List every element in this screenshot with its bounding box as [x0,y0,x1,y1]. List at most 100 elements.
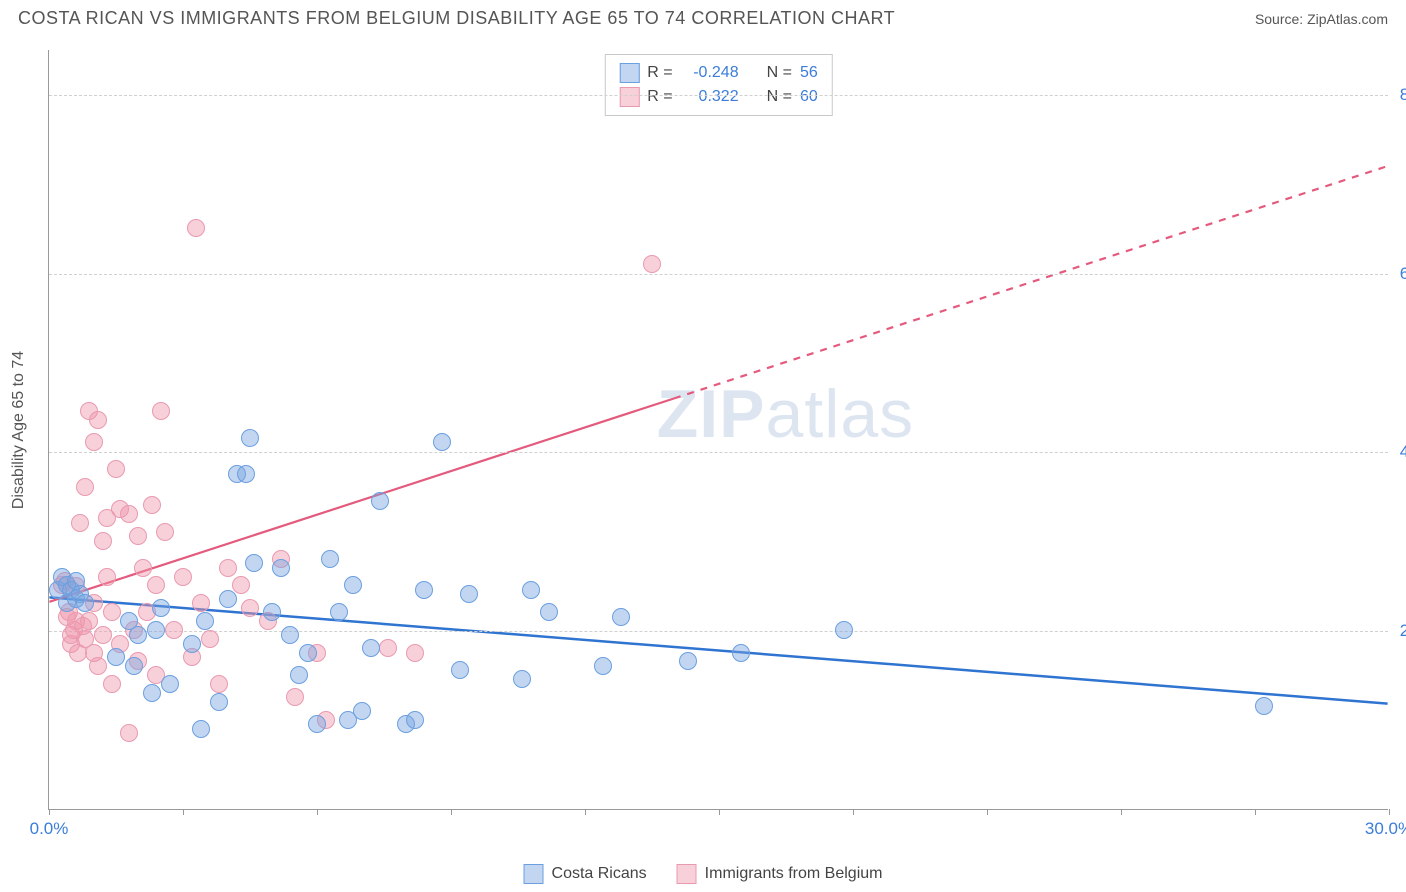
legend-row: R =-0.248N =56 [619,61,817,85]
legend-swatch [619,63,639,83]
x-tick [183,809,184,815]
data-point [143,496,161,514]
data-point [129,626,147,644]
data-point [103,675,121,693]
data-point [299,644,317,662]
data-point [210,693,228,711]
data-point [344,576,362,594]
legend-series-item: Costa Ricans [524,864,647,884]
data-point [272,559,290,577]
x-tick-label: 30.0% [1365,819,1406,839]
data-point [107,460,125,478]
data-point [147,621,165,639]
legend-correlation-box: R = -0.248 N = 56 R = 0.322 N = 60 [604,54,832,116]
gridline [49,631,1388,632]
data-point [241,429,259,447]
data-point [89,657,107,675]
data-point [371,492,389,510]
y-tick-label: 60.0% [1393,264,1406,284]
data-point [321,550,339,568]
legend-r-value: -0.248 [681,64,739,82]
data-point [134,559,152,577]
legend-row: R = 0.322 N = 60 [619,85,817,109]
data-point [679,652,697,670]
data-point [210,675,228,693]
data-point [237,465,255,483]
data-point [98,568,116,586]
data-point [129,527,147,545]
data-point [89,411,107,429]
chart-title: COSTA RICAN VS IMMIGRANTS FROM BELGIUM D… [18,8,895,29]
data-point [308,715,326,733]
data-point [522,581,540,599]
data-point [174,568,192,586]
data-point [152,599,170,617]
data-point [183,635,201,653]
data-point [192,594,210,612]
data-point [85,433,103,451]
data-point [120,724,138,742]
legend-r-value: 0.322 [681,88,739,106]
data-point [71,514,89,532]
watermark: ZIPatlas [657,375,914,453]
gridline [49,274,1388,275]
data-point [219,590,237,608]
data-point [263,603,281,621]
data-point [286,688,304,706]
x-tick [1121,809,1122,815]
legend-n-label: N = [767,64,792,82]
x-tick [49,809,50,815]
data-point [161,675,179,693]
legend-series: Costa Ricans Immigrants from Belgium [524,864,883,884]
data-point [192,720,210,738]
data-point [165,621,183,639]
data-point [143,684,161,702]
data-point [219,559,237,577]
data-point [1255,697,1273,715]
y-tick-label: 40.0% [1393,442,1406,462]
data-point [245,554,263,572]
data-point [152,402,170,420]
legend-r-label: R = [647,88,672,106]
x-tick [853,809,854,815]
legend-series-item: Immigrants from Belgium [677,864,883,884]
data-point [406,644,424,662]
data-point [76,478,94,496]
data-point [451,661,469,679]
data-point [107,648,125,666]
x-tick [585,809,586,815]
gridline [49,452,1388,453]
data-point [232,576,250,594]
legend-swatch [677,864,697,884]
data-point [125,657,143,675]
x-tick [317,809,318,815]
data-point [147,576,165,594]
data-point [241,599,259,617]
legend-series-label: Immigrants from Belgium [705,865,883,883]
data-point [540,603,558,621]
data-point [594,657,612,675]
data-point [120,505,138,523]
x-tick-label: 0.0% [30,819,69,839]
data-point [290,666,308,684]
chart-header: COSTA RICAN VS IMMIGRANTS FROM BELGIUM D… [0,0,1406,35]
legend-n-value: 56 [800,64,818,82]
data-point [379,639,397,657]
data-point [415,581,433,599]
data-point [835,621,853,639]
data-point [362,639,380,657]
data-point [196,612,214,630]
y-tick-label: 80.0% [1393,85,1406,105]
legend-series-label: Costa Ricans [552,865,647,883]
legend-n-label: N = [767,88,792,106]
data-point [94,532,112,550]
data-point [460,585,478,603]
data-point [94,626,112,644]
legend-n-value: 60 [800,88,818,106]
data-point [187,219,205,237]
data-point [732,644,750,662]
data-point [201,630,219,648]
data-point [156,523,174,541]
data-point [406,711,424,729]
x-tick [987,809,988,815]
